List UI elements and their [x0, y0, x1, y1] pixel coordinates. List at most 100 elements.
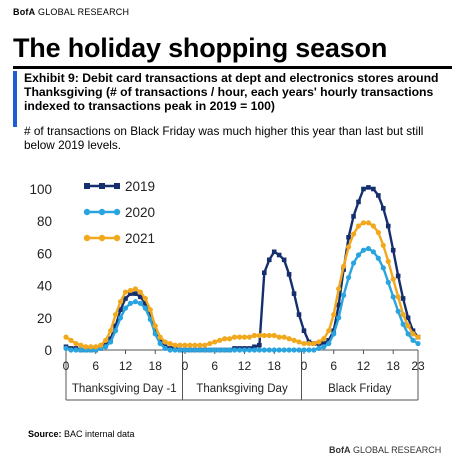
- data-point-2020: [152, 331, 158, 337]
- data-point-2020: [236, 347, 243, 353]
- data-point-2021: [415, 334, 421, 340]
- data-point-2020: [345, 274, 352, 281]
- data-point-2021: [281, 334, 287, 340]
- data-point-2021: [336, 286, 342, 292]
- data-point-2020: [281, 347, 287, 353]
- data-point-2021: [187, 342, 193, 348]
- data-point-2021: [147, 307, 153, 313]
- brand-footer-rest: GLOBAL RESEARCH: [350, 445, 442, 455]
- exhibit-block: Exhibit 9: Debit card transactions at de…: [13, 71, 453, 127]
- data-point-2020: [177, 347, 183, 353]
- data-point-2020: [127, 300, 134, 306]
- data-point-2020: [326, 340, 332, 347]
- data-point-2020: [291, 347, 297, 353]
- data-point-2020: [360, 247, 367, 253]
- data-point-2019: [257, 342, 262, 348]
- data-point-2020: [157, 340, 163, 347]
- data-point-2021: [108, 328, 114, 334]
- x-tick-label: 12: [238, 359, 252, 373]
- source-text: BAC internal data: [61, 429, 135, 439]
- data-point-2021: [182, 342, 188, 348]
- data-point-2019: [296, 312, 302, 317]
- x-tick-label: 6: [92, 359, 99, 373]
- data-point-2021: [132, 286, 139, 292]
- day-group-label: Thanksgiving Day -1: [72, 383, 177, 395]
- data-point-2020: [365, 245, 372, 252]
- data-point-2020: [296, 347, 302, 353]
- data-point-2020: [187, 347, 193, 353]
- data-point-2019: [380, 206, 386, 211]
- data-point-2021: [395, 294, 401, 300]
- data-point-2021: [157, 334, 163, 340]
- data-point-2019: [286, 272, 292, 277]
- x-tick-label: 0: [301, 359, 308, 373]
- data-point-2021: [375, 229, 381, 236]
- data-point-2020: [202, 347, 208, 353]
- data-point-2020: [132, 299, 139, 305]
- data-point-2021: [266, 332, 272, 339]
- data-point-2020: [341, 292, 347, 298]
- data-point-2020: [390, 294, 396, 300]
- data-point-2020: [261, 347, 267, 353]
- brand-header: BofA GLOBAL RESEARCH: [13, 7, 129, 17]
- x-tick-label: 12: [357, 359, 371, 373]
- data-point-2019: [336, 302, 341, 308]
- data-point-2021: [63, 334, 69, 340]
- legend-marker: [98, 234, 106, 242]
- data-point-2020: [222, 347, 228, 353]
- data-point-2019: [400, 296, 406, 301]
- data-point-2021: [261, 332, 267, 339]
- data-point-2020: [336, 315, 342, 321]
- data-point-2021: [177, 342, 183, 348]
- data-point-2021: [256, 332, 262, 339]
- data-point-2020: [197, 347, 203, 353]
- data-point-2021: [222, 336, 228, 342]
- data-point-2019: [262, 270, 267, 276]
- data-point-2021: [142, 295, 148, 302]
- data-point-2021: [331, 311, 337, 318]
- data-point-2020: [316, 345, 322, 351]
- y-tick-label: 60: [37, 246, 52, 261]
- data-point-2021: [112, 311, 119, 318]
- data-point-2021: [122, 289, 129, 295]
- legend-label: 2021: [125, 231, 155, 246]
- data-point-2019: [321, 341, 327, 346]
- data-point-2020: [182, 347, 188, 353]
- y-tick-label: 80: [37, 214, 52, 229]
- data-point-2019: [410, 328, 416, 333]
- data-point-2021: [291, 337, 297, 343]
- brand-bold: BofA: [13, 7, 36, 17]
- series-line-2021: [65, 221, 419, 348]
- data-point-2019: [390, 247, 396, 253]
- data-point-2021: [385, 258, 391, 265]
- series-line-2020: [65, 247, 419, 352]
- x-tick-label: 0: [182, 359, 189, 373]
- data-point-2021: [172, 342, 178, 348]
- data-point-2021: [251, 332, 257, 339]
- data-point-2019: [252, 344, 257, 350]
- data-point-2019: [301, 328, 307, 333]
- data-point-2021: [93, 344, 99, 350]
- data-point-2019: [405, 315, 411, 321]
- data-point-2019: [385, 223, 391, 229]
- brand-rest: GLOBAL RESEARCH: [35, 7, 130, 17]
- data-point-2021: [365, 220, 372, 226]
- title-rule: [13, 66, 452, 69]
- data-point-2020: [331, 331, 337, 337]
- data-point-2021: [341, 263, 347, 269]
- data-point-2021: [286, 336, 292, 342]
- exhibit-title: Exhibit 9: Debit card transactions at de…: [24, 71, 439, 113]
- x-tick-label: 0: [63, 359, 70, 373]
- data-point-2019: [376, 193, 381, 198]
- data-point-2021: [202, 342, 208, 348]
- data-point-2020: [415, 340, 421, 347]
- data-point-2019: [356, 199, 361, 205]
- data-point-2021: [162, 339, 168, 345]
- data-point-2019: [108, 336, 113, 342]
- data-point-2020: [306, 347, 312, 353]
- data-point-2020: [63, 345, 69, 351]
- day-group-label: Black Friday: [328, 383, 392, 395]
- legend-marker: [113, 208, 121, 216]
- data-point-2020: [355, 252, 362, 258]
